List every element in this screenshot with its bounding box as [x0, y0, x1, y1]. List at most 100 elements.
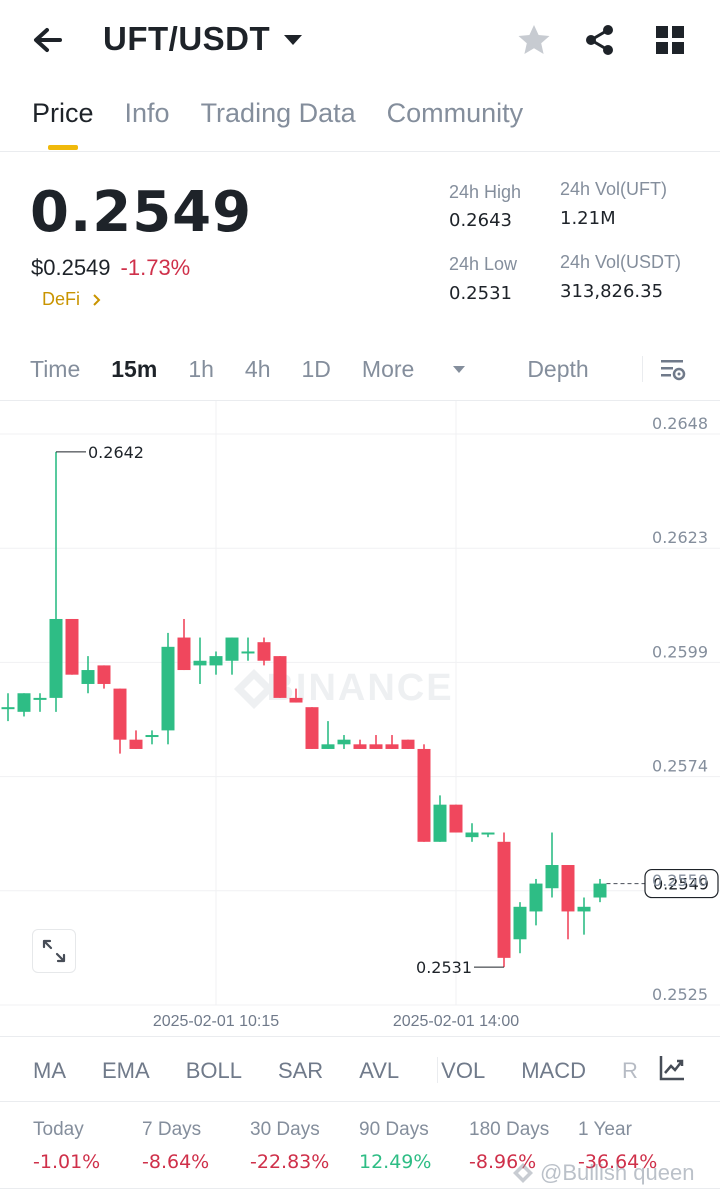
perf-180d-value: -8.96% — [469, 1151, 537, 1173]
stat-24h-low-label: 24h Low — [449, 254, 518, 274]
candle-body — [1, 707, 15, 710]
indicator-vol[interactable]: VOL — [441, 1058, 486, 1083]
candle — [481, 832, 495, 838]
tab-trading-data[interactable]: Trading Data — [200, 98, 356, 128]
perf-30d-value: -22.83% — [250, 1151, 330, 1173]
current-price-tag — [644, 868, 719, 899]
candle-body — [225, 637, 239, 661]
candle — [177, 618, 191, 671]
candle-body — [401, 739, 415, 749]
interval-more-label: More — [361, 356, 415, 382]
perf-1y-label: 1 Year — [578, 1119, 632, 1140]
candle-body — [129, 739, 143, 749]
y-tick-label: 0.2574 — [652, 757, 708, 776]
chart-settings-icon[interactable] — [658, 355, 688, 385]
interval-15m[interactable]: 15m — [111, 356, 158, 382]
y-tick-label: 0.2623 — [652, 528, 708, 547]
candle-body — [385, 744, 399, 749]
candle — [417, 744, 431, 842]
low-marker-label: 0.2531 — [416, 958, 472, 977]
candle-body — [273, 656, 287, 698]
perf-90d-label: 90 Days — [359, 1119, 429, 1140]
stat-24h-high-label: 24h High — [449, 182, 522, 202]
star-icon[interactable] — [516, 22, 552, 58]
candle — [433, 795, 447, 842]
chart-watermark: BINANCE — [266, 667, 453, 709]
current-price-label: 0.2549 — [653, 875, 709, 894]
candle-body — [497, 841, 511, 958]
pair-selector[interactable]: UFT/USDT — [103, 20, 303, 58]
stat-24h-vol-base-value: 1.21M — [560, 208, 616, 229]
candle-body — [433, 804, 447, 842]
tab-community[interactable]: Community — [386, 98, 524, 128]
stat-24h-vol-quote-label: 24h Vol(USDT) — [560, 252, 682, 272]
tab-active-indicator — [48, 145, 78, 150]
category-tag[interactable]: DeFi — [42, 289, 102, 310]
divider — [0, 1036, 720, 1037]
back-arrow-icon[interactable] — [30, 22, 70, 58]
candle-body — [257, 642, 271, 661]
indicator-settings-icon[interactable] — [658, 1053, 686, 1083]
candle-body — [81, 670, 95, 684]
perf-today-label: Today — [33, 1119, 84, 1140]
indicator-avl[interactable]: AVL — [359, 1058, 400, 1083]
share-icon[interactable] — [582, 22, 618, 58]
perf-7d-value: -8.64% — [142, 1151, 210, 1173]
perf-7d-label: 7 Days — [142, 1119, 202, 1140]
indicator-boll[interactable]: BOLL — [185, 1058, 242, 1083]
candle-body — [321, 744, 335, 749]
candlestick-chart[interactable]: BINANCE 0.2642 0.2531 0.2549 0.2648 0.2623 0… — [0, 401, 720, 1036]
candle — [1, 693, 15, 722]
expand-icon — [42, 939, 66, 963]
tab-info[interactable]: Info — [124, 98, 170, 128]
candle — [33, 693, 47, 712]
indicator-ema[interactable]: EMA — [102, 1058, 150, 1083]
indicator-ma[interactable]: MA — [33, 1058, 66, 1083]
pair-title: UFT/USDT — [103, 20, 271, 57]
y-tick-label: 0.2525 — [652, 985, 708, 1004]
interval-4h[interactable]: 4h — [244, 356, 271, 382]
interval-1h[interactable]: 1h — [188, 356, 214, 382]
category-tag-label: DeFi — [42, 289, 81, 309]
perf-30d-label: 30 Days — [250, 1119, 320, 1140]
y-tick-label: 0.2648 — [652, 414, 708, 433]
indicator-macd[interactable]: MACD — [521, 1058, 586, 1083]
stat-24h-high-value: 0.2643 — [449, 210, 512, 231]
user-watermark-text: @Bullish queen — [540, 1160, 695, 1185]
candle — [113, 688, 127, 754]
indicator-rsi[interactable]: R — [621, 1058, 638, 1083]
grid-icon[interactable] — [654, 24, 686, 56]
candle — [529, 878, 543, 926]
interval-time[interactable]: Time — [30, 356, 81, 382]
chevron-right-icon — [93, 293, 101, 306]
candle-body — [305, 707, 319, 749]
perf-180d-label: 180 Days — [469, 1119, 550, 1140]
candle-body — [513, 906, 527, 940]
stat-24h-vol-base-label: 24h Vol(UFT) — [560, 179, 668, 199]
candle — [305, 707, 319, 749]
divider — [642, 356, 643, 382]
depth-tab[interactable]: Depth — [527, 356, 589, 382]
candle — [577, 897, 591, 935]
candle — [497, 832, 511, 968]
fullscreen-button[interactable] — [32, 929, 76, 973]
candle — [129, 730, 143, 749]
tab-price[interactable]: Price — [32, 98, 94, 128]
interval-1d[interactable]: 1D — [301, 356, 331, 382]
fiat-price: $0.2549 — [31, 255, 111, 280]
candle-body — [577, 906, 591, 912]
candle — [353, 739, 367, 749]
candle-body — [33, 697, 47, 700]
candle — [401, 739, 415, 749]
binance-logo-icon — [513, 1163, 533, 1183]
user-watermark: @Bullish queen — [512, 1160, 694, 1186]
interval-more-dropdown[interactable]: More — [362, 356, 496, 383]
candle-body — [97, 665, 111, 684]
x-tick-label: 2025-02-01 10:15 — [153, 1013, 279, 1030]
x-tick-label: 2025-02-01 14:00 — [393, 1013, 519, 1030]
caret-down-icon — [453, 366, 466, 373]
candle-body — [417, 748, 431, 842]
indicator-sar[interactable]: SAR — [277, 1058, 324, 1083]
divider — [437, 1057, 438, 1083]
candle — [513, 902, 527, 954]
